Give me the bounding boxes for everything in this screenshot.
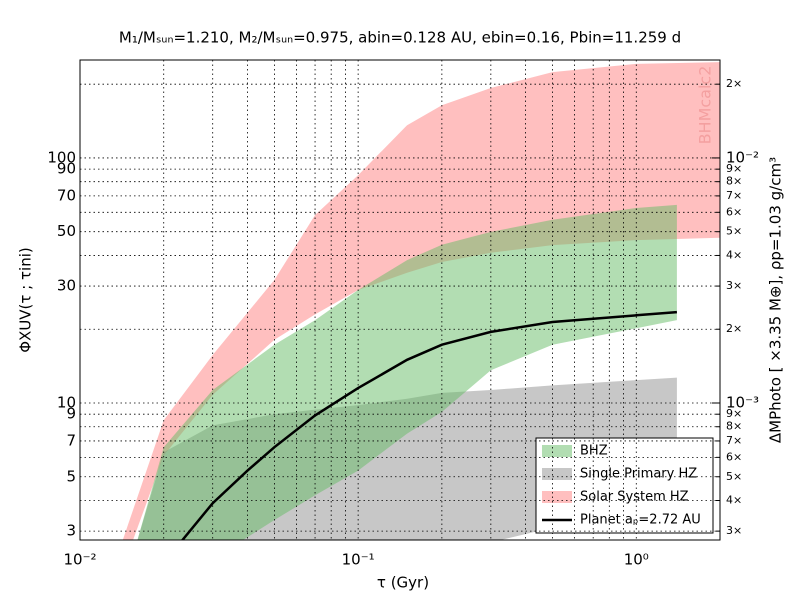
y-tick-label: 9	[66, 405, 76, 423]
planet-line	[180, 310, 677, 540]
y-tick-label: 10	[57, 393, 76, 411]
y-axis-label: ΦXUV(τ ; τini)	[17, 247, 35, 353]
x-tick-label: 10⁻²	[63, 551, 96, 569]
legend-label: Single Primary HZ	[580, 467, 697, 482]
y2-tick-label: 2×	[726, 77, 742, 90]
y2-tick-label: 5×	[726, 225, 742, 238]
y2-tick-label: 5×	[726, 470, 742, 483]
y-tick-label: 30	[57, 277, 76, 295]
x-axis-label: τ (Gyr)	[377, 574, 429, 592]
x-tick-label: 10⁰	[624, 551, 649, 569]
legend-label: Planet aₚ=2.72 AU	[580, 513, 701, 528]
y2-tick-label: 3×	[726, 279, 742, 292]
y2-axis-label: ΔMPhoto [ ×3.35 M⊕], ρp=1.03 g/cm³	[767, 157, 785, 443]
legend: BHZ Single Primary HZ Solar System HZ Plane…	[535, 437, 714, 534]
legend-label: BHZ	[580, 444, 608, 459]
y2-tick-label: 6×	[726, 450, 742, 463]
y2-tick-label: 10⁻²	[726, 148, 759, 166]
y-tick-label: 3	[66, 522, 76, 540]
y2-tick-label: 4×	[726, 248, 742, 261]
legend-swatch	[542, 468, 572, 480]
y-tick-label: 90	[57, 160, 76, 178]
legend-label: Solar System HZ	[580, 490, 689, 505]
y2-tick-label: 9×	[726, 162, 742, 175]
y2-tick-label: 3×	[726, 524, 742, 537]
y2-tick-label: 6×	[726, 205, 742, 218]
y-tick-label: 5	[66, 467, 76, 485]
y-tick-label: 70	[57, 186, 76, 204]
legend-swatch	[542, 491, 572, 503]
y2-tick-label: 9×	[726, 407, 742, 420]
watermark: BHMcalc2	[696, 66, 715, 145]
y-tick-label: 7	[66, 431, 76, 449]
y2-tick-label: 10⁻³	[726, 393, 759, 411]
y2-tick-label: 8×	[726, 175, 742, 188]
hz-band	[137, 204, 677, 540]
y2-tick-label: 4×	[726, 494, 742, 507]
chart-title: M₁/Mₛᵤₙ=1.210, M₂/Mₛᵤₙ=0.975, abin=0.128…	[119, 29, 681, 47]
y2-tick-label: 2×	[726, 322, 742, 335]
y2-tick-label: 8×	[726, 420, 742, 433]
legend-swatch	[542, 445, 572, 457]
y-tick-label: 100	[47, 148, 76, 166]
y2-tick-label: 7×	[726, 189, 742, 202]
x-tick-label: 10⁻¹	[342, 551, 375, 569]
y2-tick-label: 7×	[726, 434, 742, 447]
y-tick-label: 50	[57, 222, 76, 240]
